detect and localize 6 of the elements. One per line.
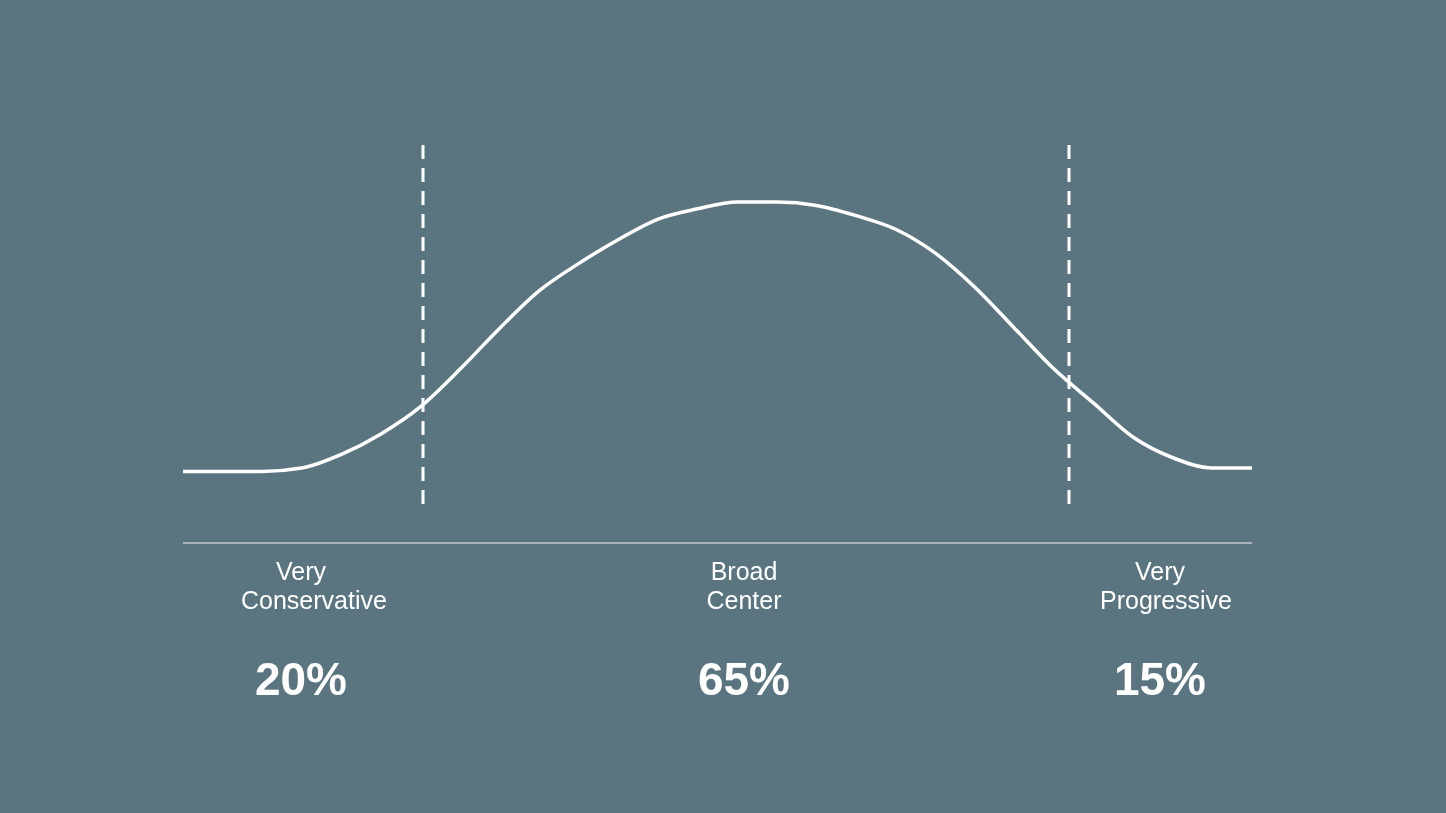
text: 20% — [253, 652, 349, 707]
text: Very Conservative — [241, 557, 387, 615]
text: Broad Center — [705, 557, 783, 615]
text: 65% — [696, 652, 792, 707]
text: 15% — [1112, 652, 1208, 707]
text: Very Progressive — [1100, 557, 1232, 615]
